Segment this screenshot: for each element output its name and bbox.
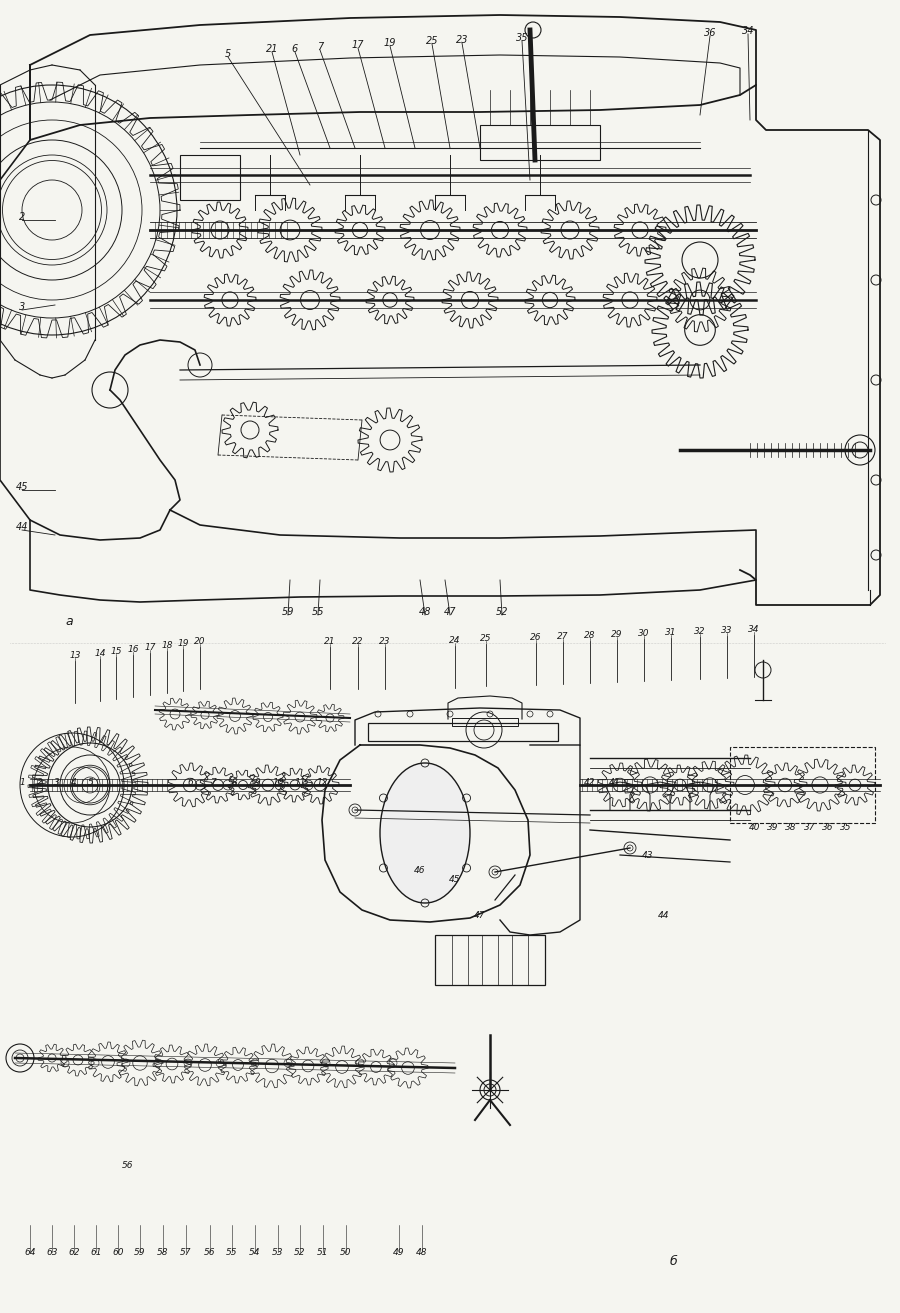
Text: 22: 22	[352, 637, 364, 646]
Bar	[482, 935, 498, 985]
Text: 13: 13	[69, 651, 81, 660]
Text: 31: 31	[665, 628, 677, 637]
Bar	[180, 155, 240, 200]
Text: 43: 43	[643, 851, 653, 860]
Text: 4: 4	[71, 779, 76, 786]
Text: 38: 38	[785, 823, 796, 832]
Text: 35: 35	[841, 823, 851, 832]
Text: 37: 37	[805, 823, 815, 832]
Text: 12: 12	[316, 779, 328, 786]
Text: 55: 55	[226, 1247, 238, 1257]
Text: 36: 36	[704, 28, 716, 38]
Bar	[452, 718, 518, 726]
Text: 50: 50	[340, 1247, 352, 1257]
Text: 46: 46	[414, 867, 426, 874]
Text: 63: 63	[46, 1247, 58, 1257]
Bar	[452, 935, 468, 985]
Text: a: a	[65, 614, 73, 628]
Text: 8: 8	[232, 779, 238, 786]
Bar	[368, 723, 558, 741]
Text: 14: 14	[94, 649, 106, 658]
Text: 7: 7	[210, 779, 216, 786]
Text: 23: 23	[455, 35, 468, 45]
Text: 56: 56	[204, 1247, 216, 1257]
Text: 15: 15	[111, 647, 122, 656]
Text: 45: 45	[449, 874, 461, 884]
Bar	[435, 935, 545, 985]
Text: 28: 28	[584, 632, 596, 639]
Text: 53: 53	[273, 1247, 284, 1257]
Text: 55: 55	[311, 607, 324, 617]
Text: 3: 3	[54, 779, 60, 786]
Text: 20: 20	[194, 637, 206, 646]
Text: 44: 44	[658, 911, 670, 920]
Bar	[480, 125, 600, 160]
Bar	[512, 935, 528, 985]
Text: 26: 26	[530, 633, 542, 642]
Text: 33: 33	[721, 626, 733, 635]
Text: 21: 21	[324, 637, 336, 646]
Text: 9: 9	[254, 779, 260, 786]
Text: 25: 25	[481, 634, 491, 643]
Text: 7: 7	[317, 42, 323, 53]
Text: 59: 59	[134, 1247, 146, 1257]
Text: 19: 19	[177, 639, 189, 649]
Text: 10: 10	[273, 779, 284, 786]
Text: 61: 61	[90, 1247, 102, 1257]
Text: 62: 62	[68, 1247, 80, 1257]
Text: 2: 2	[19, 211, 25, 222]
Text: 52: 52	[294, 1247, 306, 1257]
Text: 30: 30	[638, 629, 650, 638]
Text: 45: 45	[16, 482, 28, 492]
Text: 19: 19	[383, 38, 396, 49]
Text: 48: 48	[417, 1247, 428, 1257]
Text: 42: 42	[584, 779, 596, 786]
Text: 59: 59	[282, 607, 294, 617]
Ellipse shape	[380, 763, 470, 903]
Text: 5: 5	[88, 779, 94, 786]
Text: 6: 6	[292, 45, 298, 54]
Text: 1: 1	[19, 779, 25, 786]
Bar	[730, 747, 875, 823]
Text: 49: 49	[393, 1247, 405, 1257]
Text: 32: 32	[694, 628, 706, 635]
Text: 34: 34	[742, 26, 754, 35]
Text: 39: 39	[767, 823, 778, 832]
Text: б: б	[670, 1255, 678, 1268]
Text: 41: 41	[609, 779, 621, 786]
Text: 17: 17	[144, 643, 156, 653]
Text: 16: 16	[127, 645, 139, 654]
Text: 52: 52	[496, 607, 508, 617]
Text: 11: 11	[294, 779, 306, 786]
Text: 47: 47	[444, 607, 456, 617]
Text: 6: 6	[187, 779, 193, 786]
Text: 27: 27	[557, 632, 569, 641]
Text: 21: 21	[266, 45, 278, 54]
Text: 57: 57	[180, 1247, 192, 1257]
Text: 17: 17	[352, 39, 365, 50]
Text: 64: 64	[24, 1247, 36, 1257]
Text: 58: 58	[158, 1247, 169, 1257]
Text: 2: 2	[37, 779, 43, 786]
Text: 24: 24	[449, 635, 461, 645]
Text: 40: 40	[749, 823, 760, 832]
Text: 5: 5	[225, 49, 231, 59]
Text: 54: 54	[249, 1247, 261, 1257]
Text: 18: 18	[161, 641, 173, 650]
Text: 35: 35	[516, 33, 528, 43]
Text: 60: 60	[112, 1247, 124, 1257]
Text: 25: 25	[426, 35, 438, 46]
Text: 36: 36	[823, 823, 833, 832]
Text: 44: 44	[16, 523, 28, 532]
Text: 3: 3	[19, 302, 25, 312]
Text: 23: 23	[379, 637, 391, 646]
Text: 51: 51	[318, 1247, 328, 1257]
Text: 47: 47	[474, 911, 486, 920]
Text: 29: 29	[611, 630, 623, 639]
Text: 48: 48	[418, 607, 431, 617]
Text: 34: 34	[748, 625, 760, 634]
Text: 56: 56	[122, 1161, 134, 1170]
